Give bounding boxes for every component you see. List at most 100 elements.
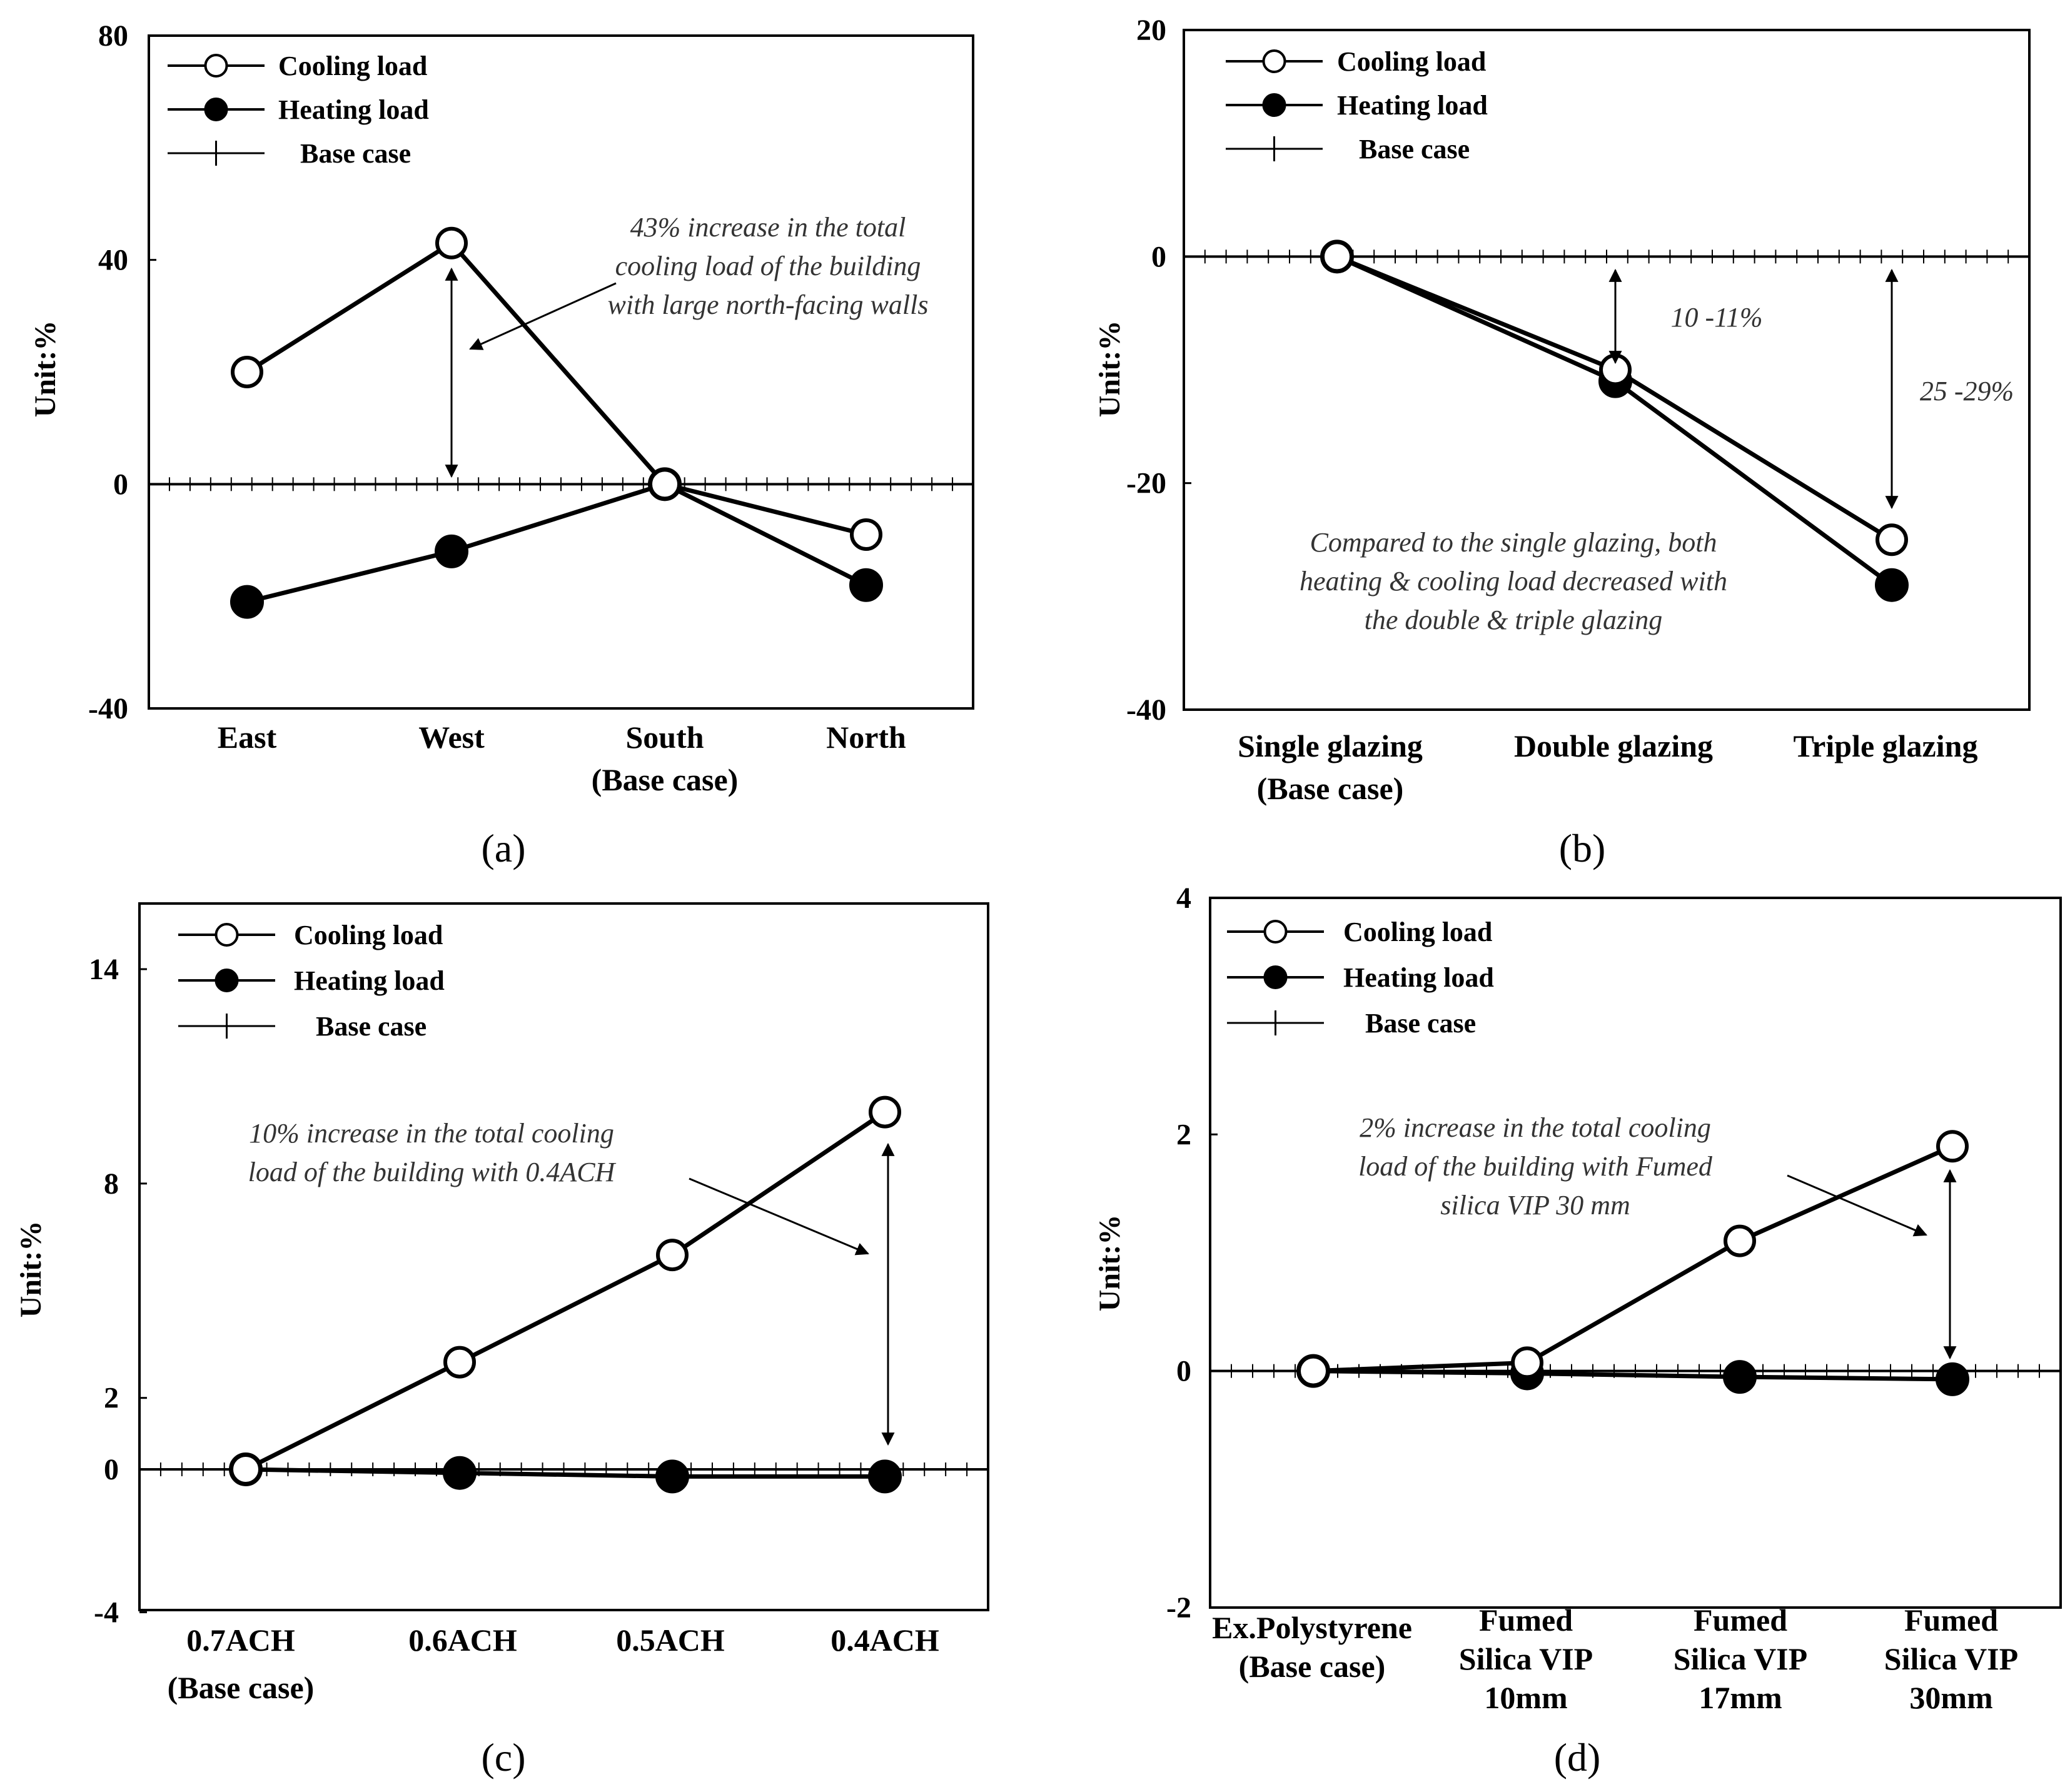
legend-marker-0	[1263, 920, 1288, 944]
annotation-line-1: cooling load of the building	[615, 251, 921, 281]
x-tick-label-0: Single glazing	[1238, 728, 1423, 763]
x-axis-baseline	[149, 477, 973, 491]
cooling-point-3	[850, 518, 882, 551]
panel-label: (d)	[1554, 1735, 1601, 1779]
cooling-series-line	[246, 241, 867, 537]
annotation-pointer-arrow	[1787, 1174, 1927, 1237]
x-tick-label-2: South	[625, 720, 704, 755]
legend-label-0: Cooling load	[294, 920, 443, 950]
plot-frame	[1183, 29, 2031, 711]
y-tick-labels: -2 0 2 4	[1166, 882, 1218, 1624]
y-tick-label-1: 0	[113, 468, 128, 501]
y-tick-labels: -40 0 40 80	[88, 19, 156, 725]
annotation-line-0: 2% increase in the total cooling	[1360, 1112, 1711, 1143]
series-layer	[230, 226, 883, 619]
series-layer	[1320, 239, 1909, 602]
y-tick-label-3: 80	[98, 19, 128, 53]
legend-marker-1	[1263, 965, 1288, 989]
x-tick-label-2-line2: Silica VIP	[1674, 1641, 1807, 1676]
legend-marker-0	[1262, 49, 1286, 73]
heating-series-line	[245, 1467, 885, 1479]
plot-frame	[1209, 897, 2062, 1609]
x-tick-label-2: Triple glazing	[1794, 728, 1978, 763]
cooling-point-0	[231, 356, 263, 388]
y-tick-label-2: 40	[98, 244, 128, 277]
legend-label-0: Cooling load	[1337, 46, 1486, 77]
cooling-series-line	[245, 1110, 886, 1472]
y-tick-label-2: 0	[1151, 240, 1166, 273]
legend-label-1: Heating load	[294, 965, 445, 996]
plot-frame	[148, 34, 974, 710]
plot-frame	[138, 902, 989, 1611]
annotation-diff-2: 25 -29%	[1920, 376, 2014, 406]
heating-point-1	[443, 1456, 477, 1490]
y-tick-label-0: -4	[94, 1596, 119, 1629]
cooling-point-0	[230, 1453, 262, 1486]
annotation-line-0: 10% increase in the total cooling	[249, 1118, 614, 1149]
panel-c: -4 0 2 8 14 Cooling load Heating load Base cas…	[14, 902, 989, 1779]
legend: Cooling load Heating load Base case	[178, 920, 445, 1042]
legend-label-1: Heating load	[278, 94, 429, 125]
y-tick-labels: -40 -20 0 20	[1126, 14, 1191, 727]
heating-point-2	[1723, 1360, 1757, 1394]
legend: Cooling load Heating load Base case	[1226, 46, 1488, 164]
y-tick-label-0: -40	[88, 692, 128, 725]
cooling-point-3	[1936, 1130, 1969, 1163]
heating-point-2	[655, 1459, 689, 1494]
legend-label-1: Heating load	[1343, 962, 1494, 993]
legend-marker-1	[1262, 93, 1286, 117]
cooling-point-1	[435, 226, 468, 259]
cooling-point-1	[1511, 1346, 1543, 1379]
heating-point-1	[435, 534, 468, 568]
y-axis-label: Unit:%	[14, 1221, 48, 1318]
legend-marker-0	[204, 54, 228, 78]
x-tick-label-0: East	[218, 720, 277, 755]
heating-point-3	[1936, 1362, 1969, 1396]
x-tick-label-2-line3: 17mm	[1699, 1680, 1782, 1715]
series-layer	[229, 1095, 902, 1494]
x-axis-baseline	[1184, 249, 2029, 264]
legend-marker-0	[215, 923, 239, 947]
x-tick-label-0: Ex.Polystyrene	[1212, 1610, 1412, 1645]
legend-marker-1	[204, 98, 228, 121]
x-tick-label-3: Fumed	[1904, 1603, 1998, 1638]
legend: Cooling load Heating load Base case	[168, 51, 429, 169]
panel-label: (b)	[1559, 826, 1606, 870]
y-axis-label: Unit:%	[1093, 321, 1126, 418]
panel-b: -40 -20 0 20 Cooling load Heating load Base c…	[1093, 14, 2031, 870]
y-tick-label-1: -20	[1126, 467, 1166, 500]
y-tick-label-0: -2	[1166, 1591, 1191, 1624]
annotation-line-2: with large north-facing walls	[608, 289, 929, 320]
cooling-point-0	[1297, 1354, 1330, 1387]
x-tick-label-3-line2: Silica VIP	[1884, 1641, 2018, 1676]
cooling-point-3	[869, 1095, 901, 1129]
legend-label-base-case: Base case	[1365, 1008, 1476, 1039]
x-tick-label-1-line3: 10mm	[1484, 1680, 1567, 1715]
cooling-point-2	[1876, 523, 1908, 556]
y-tick-label-0: -40	[1126, 693, 1166, 727]
x-tick-label-0: 0.7ACH	[186, 1623, 295, 1658]
cooling-point-0	[1321, 240, 1353, 273]
heating-point-0	[230, 585, 264, 619]
series-layer	[1296, 1130, 1969, 1396]
y-axis-label: Unit:%	[1093, 1215, 1126, 1312]
annotation-line-2: silica VIP 30 mm	[1440, 1190, 1630, 1221]
x-tick-sublabel-2: (Base case)	[592, 762, 739, 797]
heating-series-line	[1313, 1369, 1953, 1382]
cooling-point-2	[649, 468, 681, 501]
x-tick-label-3-line3: 30mm	[1909, 1680, 1992, 1715]
y-axis-label: Unit:%	[29, 321, 62, 418]
panel-label: (c)	[481, 1735, 525, 1779]
x-tick-label-2: 0.5ACH	[616, 1623, 725, 1658]
annotation-pointer-arrow	[689, 1177, 869, 1256]
x-tick-label-3: North	[826, 720, 906, 755]
y-tick-label-3: 4	[1176, 882, 1191, 915]
cooling-series-line	[1313, 1144, 1954, 1374]
panel-a: -40 0 40 80 Cooling load Heating load Base ca…	[29, 19, 974, 870]
cooling-point-1	[443, 1346, 476, 1379]
y-tick-label-4: 14	[89, 953, 119, 986]
x-tick-label-1: 0.6ACH	[408, 1623, 517, 1658]
legend-label-0: Cooling load	[278, 51, 427, 81]
